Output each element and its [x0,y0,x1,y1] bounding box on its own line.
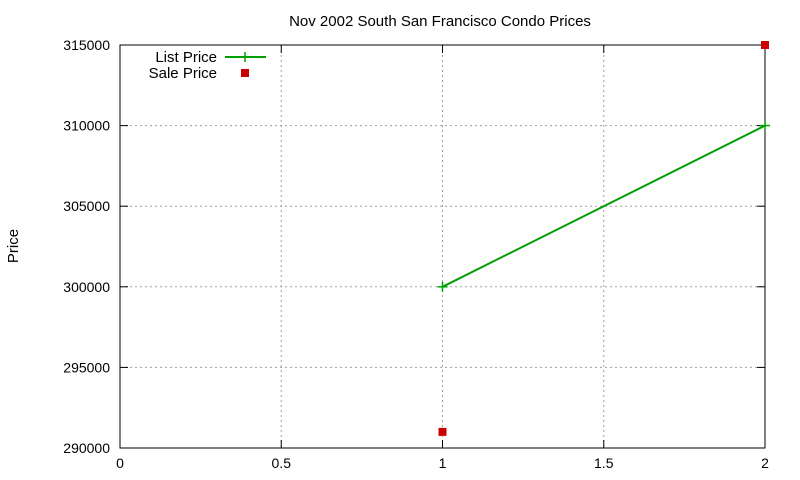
x-tick-label: 0 [116,455,124,471]
sale-price-point [761,41,769,49]
axis-ticks: 290000 295000 300000 305000 310000 315000 0 0.5… [63,37,769,471]
y-tick-label: 290000 [63,440,110,456]
legend-marker [241,69,249,77]
list-price-line [442,124,766,288]
legend-label: Sale Price [149,65,217,82]
sale-price-series [438,41,769,436]
x-tick-label: 1.5 [594,455,614,471]
y-tick-label: 295000 [63,359,110,375]
x-tick-label: 1 [439,455,447,471]
y-tick-label: 305000 [63,198,110,214]
y-axis-title: Price [5,229,22,263]
legend-label: List Price [155,49,217,66]
y-tick-label: 315000 [63,37,110,53]
x-tick-label: 0.5 [272,455,292,471]
series-layer [437,41,770,436]
x-tick-label: 2 [761,455,769,471]
grid-lines [120,45,765,448]
y-tick-label: 310000 [63,118,110,134]
sale-price-point [438,427,447,436]
y-tick-label: 300000 [63,279,110,295]
chart-title: Nov 2002 South San Francisco Condo Price… [289,13,591,30]
list-price-series [437,120,770,292]
